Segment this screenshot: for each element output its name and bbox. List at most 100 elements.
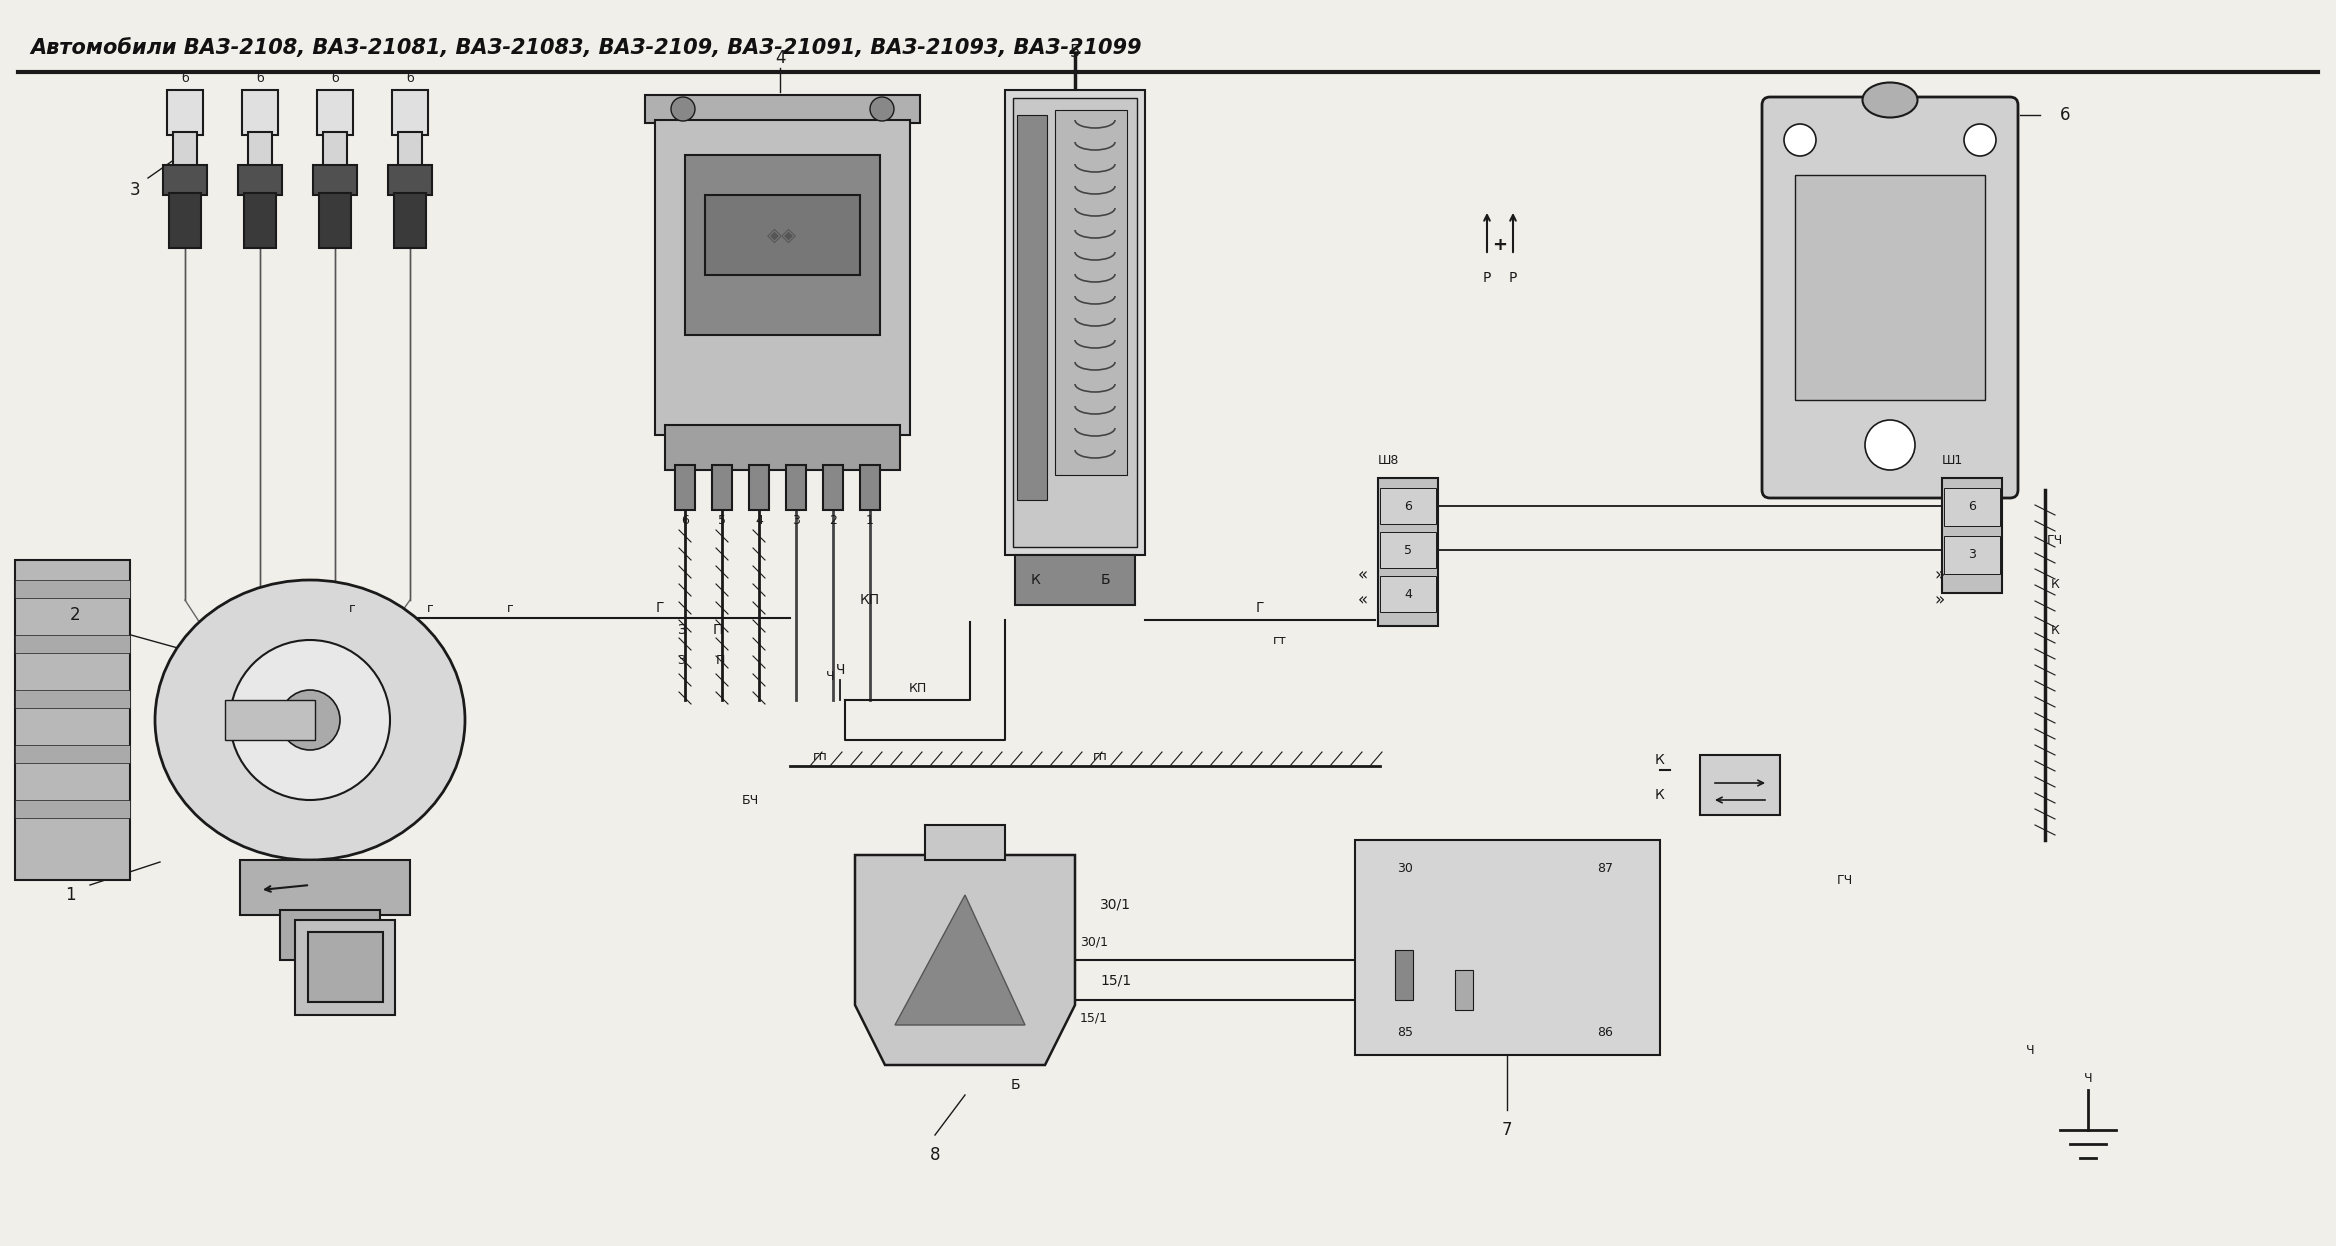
Text: 4: 4 (755, 513, 764, 527)
Text: Ш1: Ш1 (1941, 454, 1962, 466)
Bar (925, 825, 1004, 860)
Text: 1: 1 (65, 886, 75, 905)
Circle shape (280, 690, 341, 750)
Bar (14, 559, 131, 880)
Bar (1944, 536, 2000, 574)
Text: 30/1: 30/1 (1079, 936, 1107, 948)
Polygon shape (855, 855, 1075, 1065)
Text: Г: Г (1257, 601, 1264, 616)
Text: 4: 4 (776, 49, 785, 67)
Bar (785, 465, 806, 510)
Bar (173, 132, 196, 167)
Bar (168, 193, 201, 248)
Text: г: г (348, 602, 355, 614)
Bar (1381, 488, 1437, 525)
Text: 3: 3 (792, 513, 799, 527)
Bar (1056, 110, 1126, 475)
Bar (243, 193, 276, 248)
Text: гп: гп (813, 750, 827, 763)
Bar (1701, 755, 1780, 815)
Circle shape (1864, 420, 1916, 470)
Text: »: » (1934, 591, 1946, 609)
Text: ГЧ: ГЧ (2046, 533, 2063, 547)
Text: б: б (332, 72, 339, 85)
Text: П: П (715, 653, 724, 667)
Bar (392, 90, 427, 135)
Text: б: б (257, 72, 264, 85)
Bar (14, 635, 131, 653)
Text: +: + (1493, 235, 1507, 254)
Text: 6: 6 (2060, 106, 2070, 125)
Bar (1016, 115, 1047, 500)
Bar (666, 425, 899, 470)
Text: 2: 2 (829, 513, 836, 527)
Text: БЧ: БЧ (741, 794, 759, 806)
Text: 4: 4 (1404, 588, 1411, 601)
Text: ГЧ: ГЧ (1836, 873, 1852, 886)
Bar (684, 155, 881, 335)
Text: б: б (182, 72, 189, 85)
Bar (164, 164, 208, 196)
Bar (1944, 488, 2000, 526)
Text: 2: 2 (70, 606, 79, 624)
Text: ◈◈: ◈◈ (766, 226, 797, 244)
Circle shape (1965, 125, 1995, 156)
Text: Ч: Ч (836, 663, 846, 677)
Text: 5: 5 (717, 513, 726, 527)
Text: 8: 8 (930, 1146, 941, 1164)
Bar (1016, 554, 1135, 606)
Text: 5: 5 (1070, 44, 1079, 61)
Text: 15/1: 15/1 (1100, 973, 1131, 987)
Text: Г: Г (656, 601, 663, 616)
Text: б: б (406, 72, 413, 85)
Text: 3: 3 (131, 181, 140, 199)
Bar (1794, 174, 1986, 400)
Text: г: г (427, 602, 432, 614)
Ellipse shape (154, 579, 465, 860)
Text: 6: 6 (1404, 500, 1411, 512)
Text: Ч: Ч (825, 669, 834, 683)
Text: »: » (1934, 566, 1946, 584)
Bar (860, 465, 881, 510)
Bar (224, 700, 315, 740)
Bar (1381, 576, 1437, 612)
Text: Ш8: Ш8 (1378, 454, 1399, 466)
Bar (397, 132, 423, 167)
Text: 7: 7 (1502, 1121, 1511, 1139)
Text: Ч: Ч (2025, 1043, 2035, 1057)
Circle shape (869, 97, 895, 121)
Text: Р: Р (1483, 270, 1490, 285)
Text: 30/1: 30/1 (1100, 898, 1131, 912)
Text: Б: Б (1009, 1078, 1021, 1091)
Text: К: К (2051, 623, 2060, 637)
Text: 1: 1 (867, 513, 874, 527)
Text: Автомобили ВАЗ-2108, ВАЗ-21081, ВАЗ-21083, ВАЗ-2109, ВАЗ-21091, ВАЗ-21093, ВАЗ-2: Автомобили ВАЗ-2108, ВАЗ-21081, ВАЗ-2108… (30, 37, 1142, 59)
Text: г: г (507, 602, 514, 614)
Bar (14, 745, 131, 763)
Text: 87: 87 (1598, 861, 1612, 875)
Text: К: К (1656, 787, 1666, 802)
Text: 30: 30 (1397, 861, 1413, 875)
Bar (388, 164, 432, 196)
Bar (712, 465, 731, 510)
Text: К: К (1656, 753, 1666, 768)
Bar (166, 90, 203, 135)
Text: 3: 3 (1967, 548, 1976, 562)
Text: 85: 85 (1397, 1027, 1413, 1039)
Text: З: З (677, 623, 684, 637)
Bar (248, 132, 271, 167)
Text: гт: гт (1273, 633, 1287, 647)
Ellipse shape (1862, 82, 1918, 117)
Bar (654, 120, 911, 435)
Bar (1004, 90, 1145, 554)
Bar (1455, 969, 1474, 1011)
Bar (322, 132, 348, 167)
Text: 6: 6 (1967, 501, 1976, 513)
Bar (1941, 478, 2002, 593)
Text: 15/1: 15/1 (1079, 1012, 1107, 1024)
Bar (241, 860, 411, 915)
Bar (1378, 478, 1439, 625)
Bar (280, 910, 381, 959)
Text: Ч: Ч (2084, 1072, 2093, 1084)
Text: «: « (1357, 566, 1369, 584)
